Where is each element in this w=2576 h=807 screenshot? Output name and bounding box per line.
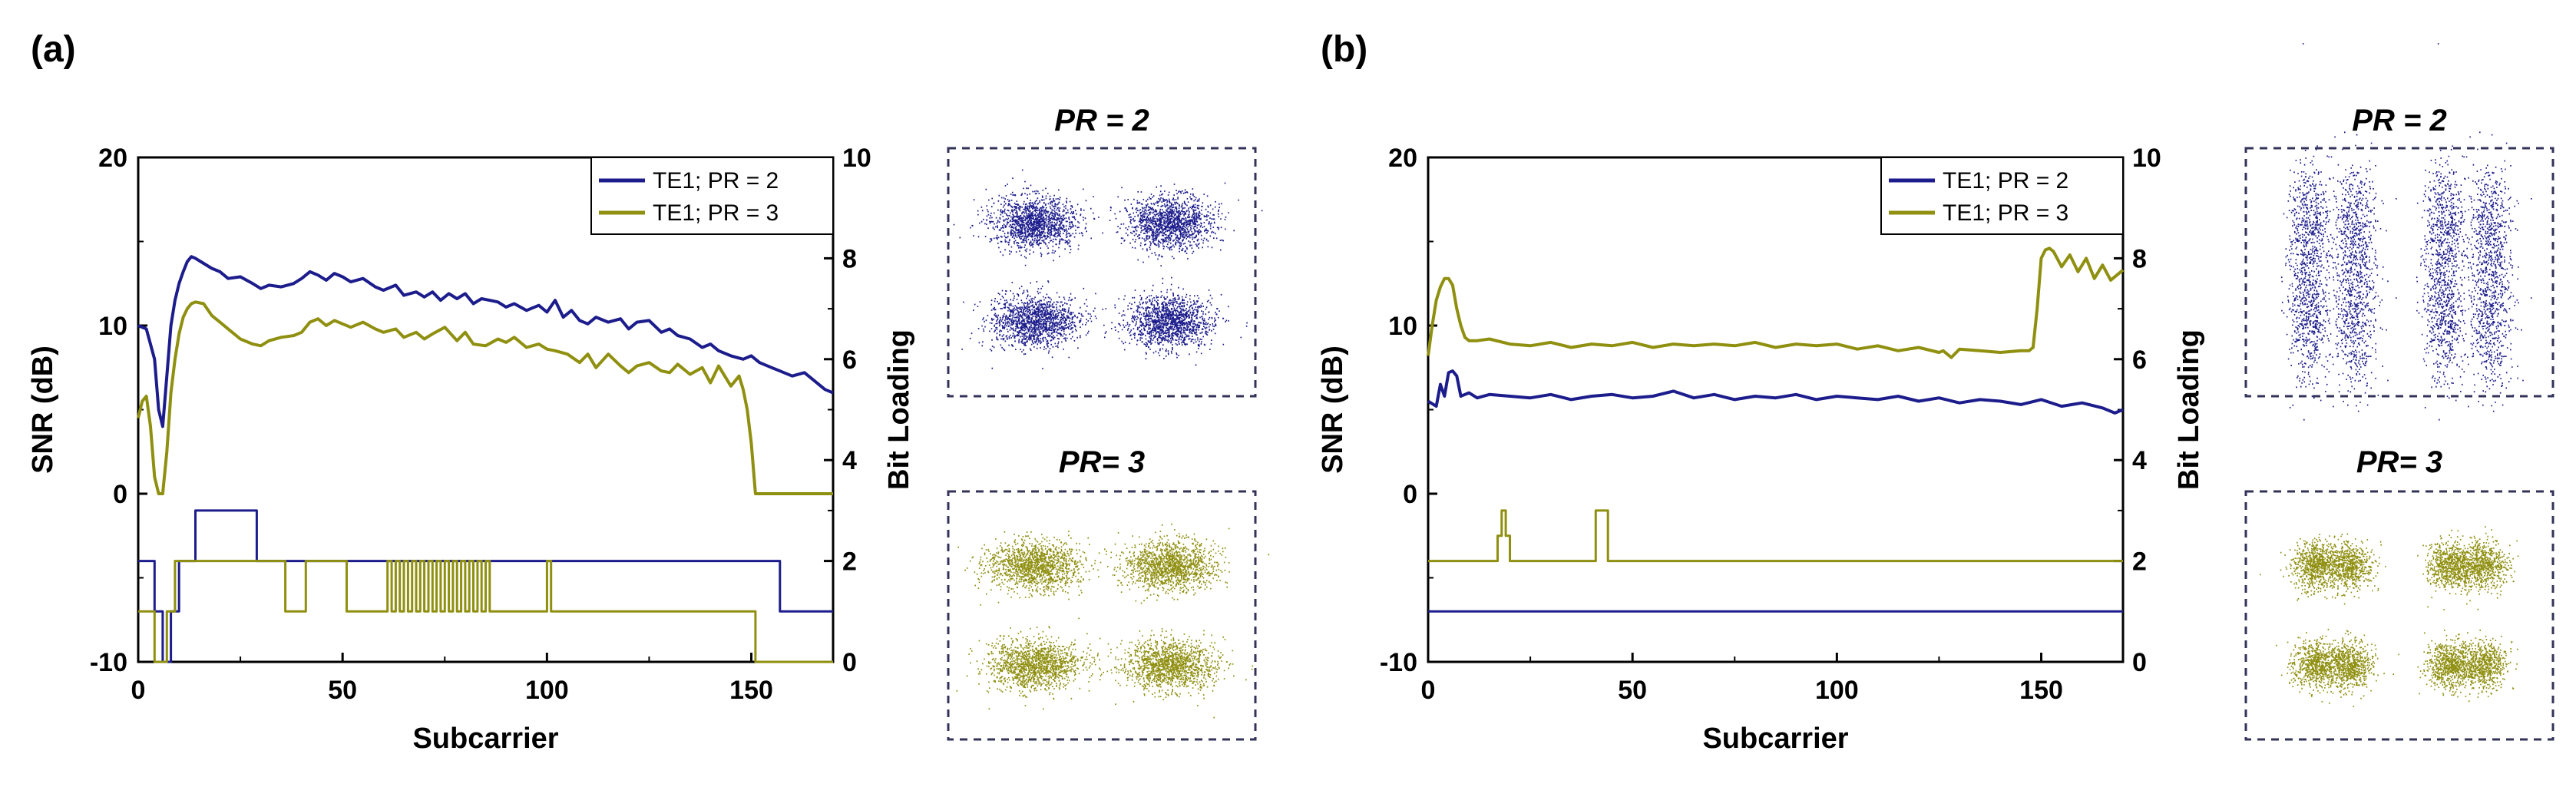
x-tick-label: 150 (729, 676, 773, 705)
y2-tick-label: 4 (842, 446, 857, 475)
x-tick-label: 50 (328, 676, 357, 705)
constellations-a: PR = 2 PR= 3 (947, 104, 1270, 741)
y2-tick-label: 8 (842, 244, 857, 273)
legend-box (1880, 157, 2124, 235)
y-axis-label: SNR (dB) (1317, 346, 1349, 474)
y2-tick-label: 6 (2132, 346, 2147, 375)
y2-tick-label: 6 (842, 346, 857, 375)
panel-label-b: (b) (1321, 29, 1367, 70)
legend-entry: TE1; PR = 2 (1943, 168, 2068, 193)
series-line-snr-pr2 (1427, 369, 2124, 415)
series-line-snr-pr3 (1427, 246, 2125, 359)
constellation-points (2280, 43, 2532, 421)
y-tick-label: 0 (1403, 480, 1417, 509)
y-tick-label: 10 (1388, 312, 1417, 341)
series-line-snr-pr2 (137, 255, 834, 428)
x-tick-label: 100 (525, 676, 569, 705)
x-tick-label: 50 (1618, 676, 1647, 705)
y-tick-label: 0 (113, 480, 127, 509)
constellation-title: PR= 3 (2356, 445, 2442, 479)
constellation-points (2260, 526, 2519, 707)
series-line-snr-pr3 (137, 300, 833, 495)
y-tick-label: -10 (90, 648, 127, 677)
series-line-bits-pr2 (138, 509, 833, 663)
y2-axis-label: Bit Loading (2173, 329, 2205, 490)
legend-entry: TE1; PR = 2 (653, 168, 779, 193)
y2-tick-label: 10 (842, 144, 871, 173)
constellation-box (947, 490, 1257, 741)
y-tick-label: 20 (98, 144, 127, 173)
constellation-title: PR = 2 (2352, 104, 2446, 137)
x-tick-label: 150 (2019, 676, 2063, 705)
constellation-box (2244, 147, 2555, 398)
panel-b: (b) 0 50 100 150-10010200246810SubcarrierSN… (1317, 29, 2555, 755)
panel-label-a: (a) (31, 29, 76, 70)
constellations-b: PR = 2 PR= 3 (2244, 43, 2555, 741)
y-tick-label: -10 (1380, 648, 1417, 677)
y2-axis-label: Bit Loading (883, 329, 915, 490)
series-line-bits-pr3 (138, 560, 833, 663)
x-tick-label: 0 (1421, 676, 1436, 705)
constellation-box (2244, 490, 2555, 741)
y2-tick-label: 8 (2132, 244, 2147, 273)
y2-tick-label: 2 (2132, 547, 2147, 577)
y2-tick-label: 2 (842, 547, 857, 577)
constellation-box (947, 147, 1257, 398)
y2-tick-label: 0 (842, 648, 857, 677)
panel-a: (a) 0 50 100 150-10010200246810SubcarrierSN… (27, 29, 1270, 755)
legend-box (590, 157, 834, 235)
constellation-points (956, 523, 1270, 719)
legend-entry: TE1; PR = 3 (1943, 200, 2068, 226)
constellation-points (953, 169, 1263, 369)
constellation-title: PR = 2 (1054, 104, 1149, 137)
y-tick-label: 10 (98, 312, 127, 341)
y2-tick-label: 4 (2132, 446, 2147, 475)
x-axis-label: Subcarrier (412, 723, 558, 755)
x-axis-label: Subcarrier (1702, 723, 1848, 755)
x-tick-label: 100 (1815, 676, 1859, 705)
legend-entry: TE1; PR = 3 (653, 200, 779, 226)
y2-tick-label: 0 (2132, 648, 2147, 677)
y-tick-label: 20 (1388, 144, 1417, 173)
y2-tick-label: 10 (2132, 144, 2161, 173)
y-axis-label: SNR (dB) (27, 346, 59, 474)
constellation-title: PR= 3 (1059, 445, 1145, 479)
series-line-bits-pr3 (1428, 509, 2123, 563)
x-tick-label: 0 (131, 676, 146, 705)
